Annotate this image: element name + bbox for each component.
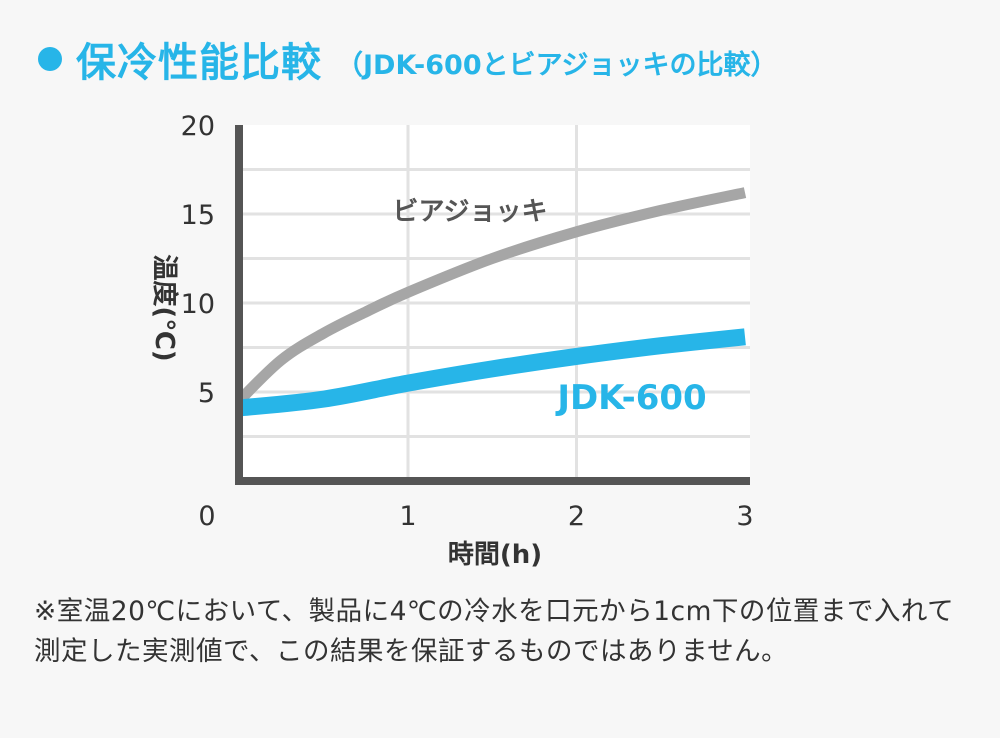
footnote: ※室温20℃において、製品に4℃の冷水を口元から1cm下の位置まで入れて測定した… (34, 596, 955, 667)
chart-series (235, 187, 747, 417)
series-line-beer-mug (235, 187, 747, 405)
x-tick-label: 1 (399, 501, 416, 532)
y-tick-label: 5 (198, 378, 215, 409)
chart: 5 10 15 20 0 1 2 3 時間(h) 温度(℃) ビアジョッキ JDK-600 (149, 111, 754, 570)
y-tick-label: 10 (181, 289, 215, 320)
y-tick-label: 15 (181, 200, 215, 231)
x-tick-label: 0 (198, 501, 215, 532)
series-label-beer-mug: ビアジョッキ (393, 197, 548, 227)
x-tick-label: 2 (568, 501, 585, 532)
y-tick-label: 20 (181, 111, 215, 142)
header: 保冷性能比較 （JDK-600とビアジョッキの比較） (38, 30, 778, 88)
series-label-jdk-600: JDK-600 (555, 378, 706, 418)
chart-title: 保冷性能比較 (76, 40, 322, 86)
chart-grid (239, 125, 750, 481)
chart-subtitle: （JDK-600とビアジョッキの比較） (336, 49, 778, 81)
chart-labels: 時間(h) 温度(℃) ビアジョッキ JDK-600 (149, 197, 707, 570)
series-line-jdk-600 (238, 328, 746, 417)
chart-axes (235, 125, 750, 485)
x-axis-label: 時間(h) (448, 540, 542, 570)
y-axis-label: 温度(℃) (149, 254, 180, 361)
chart-ticks: 5 10 15 20 0 1 2 3 (181, 111, 754, 532)
x-tick-label: 3 (736, 501, 753, 532)
bullet-icon (38, 47, 62, 71)
